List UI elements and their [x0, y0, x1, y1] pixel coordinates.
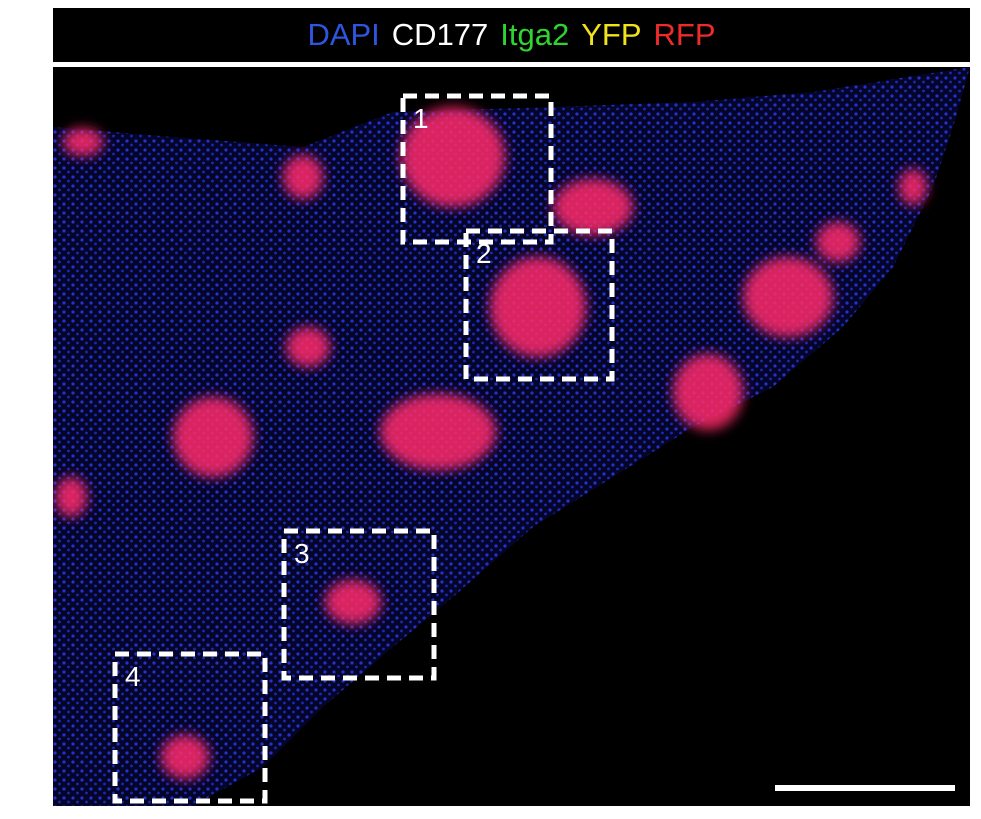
channel-label: RFP	[653, 17, 716, 52]
roi-label: 2	[476, 238, 492, 269]
channel-label: CD177	[391, 17, 489, 52]
channel-label: Itga2	[500, 17, 570, 52]
channel-label: YFP	[581, 17, 642, 52]
roi-label: 4	[125, 661, 141, 692]
roi-box	[112, 651, 268, 804]
micrograph: 1 2 3 4	[53, 67, 970, 806]
roi-box	[463, 228, 615, 382]
roi-box	[400, 93, 554, 245]
roi-label: 3	[294, 538, 310, 569]
roi-box	[281, 528, 437, 681]
roi-label: 1	[413, 103, 429, 134]
channel-legend: DAPI CD177 Itga2 YFP RFP	[53, 8, 970, 62]
channel-label: DAPI	[307, 17, 380, 52]
